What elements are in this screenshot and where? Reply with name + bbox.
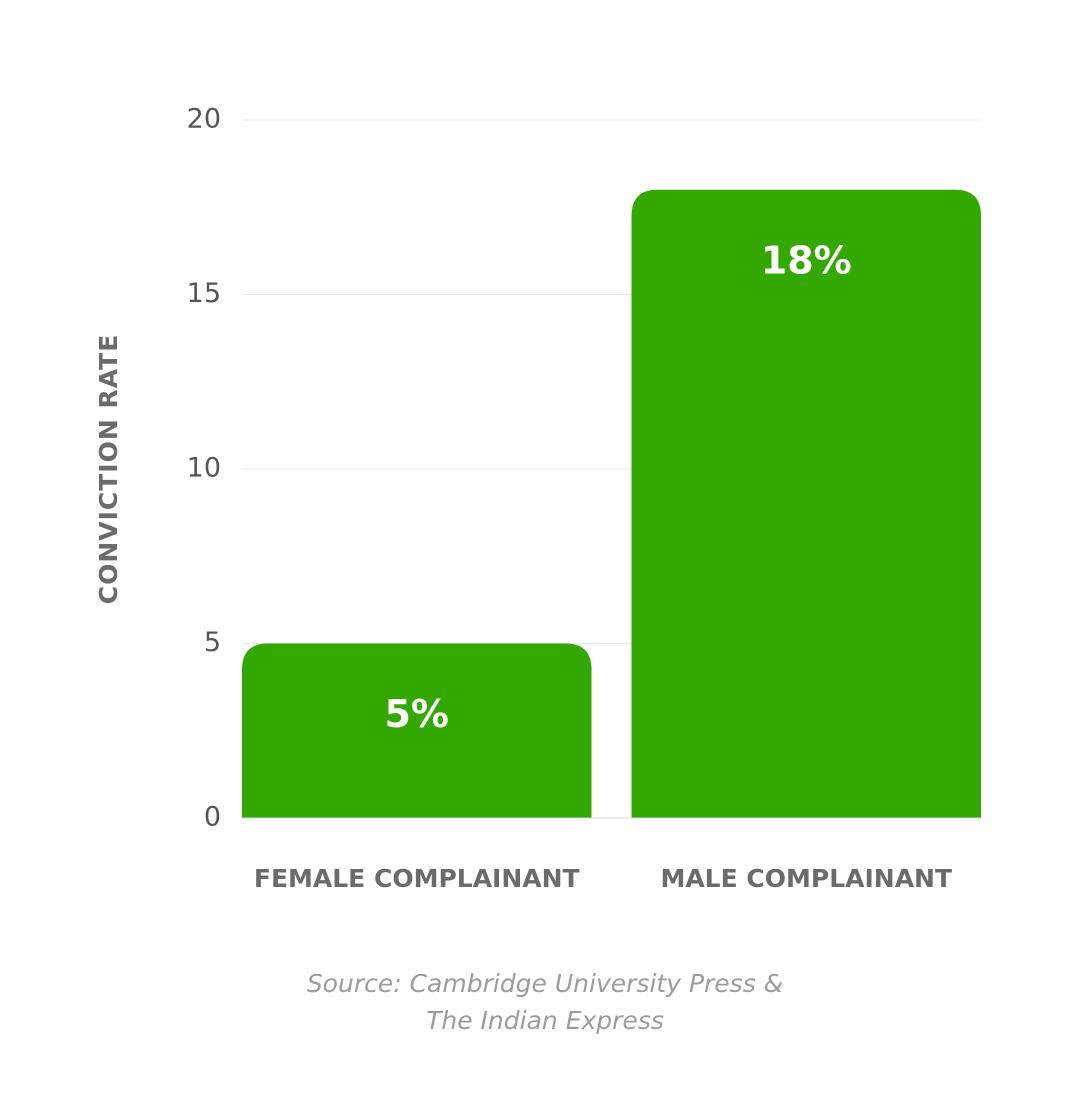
y-tick-label: 20 (187, 104, 221, 135)
y-tick-label: 15 (187, 278, 221, 309)
data-label: 18% (761, 238, 852, 282)
bar (631, 189, 981, 819)
data-label: 5% (384, 692, 449, 736)
x-category-label: MALE COMPLAINANT (660, 864, 952, 893)
source-line-1: Source: Cambridge University Press & (306, 969, 784, 998)
source-line-2: The Indian Express (426, 1006, 664, 1035)
y-tick-label: 10 (187, 453, 221, 484)
x-category-label: FEMALE COMPLAINANT (254, 864, 580, 893)
y-tick-label: 5 (204, 627, 221, 658)
source-note: Source: Cambridge University Press & The… (0, 965, 1090, 1039)
bars: 5% 18% (242, 189, 981, 819)
axes: 0 5 10 15 20 FEMALE COMPLAINANT MALE COMPLAINA… (94, 104, 981, 893)
y-tick-label: 0 (204, 802, 221, 833)
y-axis-title: CONVICTION RATE (94, 334, 123, 605)
bar (242, 643, 592, 818)
